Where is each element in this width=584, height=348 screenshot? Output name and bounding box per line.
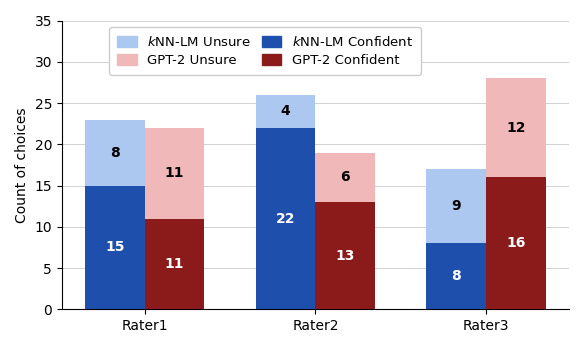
Text: 22: 22 <box>276 212 296 226</box>
Bar <box>145 219 204 309</box>
Text: 8: 8 <box>451 269 461 283</box>
Text: 6: 6 <box>340 170 350 184</box>
Text: 8: 8 <box>110 145 120 159</box>
Bar <box>486 177 546 309</box>
Bar <box>486 78 546 177</box>
Text: 15: 15 <box>105 240 124 254</box>
Bar <box>256 128 315 309</box>
Text: 11: 11 <box>165 257 185 271</box>
Bar <box>145 128 204 219</box>
Bar <box>256 95 315 128</box>
Text: 4: 4 <box>281 104 290 118</box>
Text: 16: 16 <box>506 236 526 250</box>
Bar <box>315 202 375 309</box>
Text: 12: 12 <box>506 121 526 135</box>
Bar <box>85 119 145 185</box>
Text: 11: 11 <box>165 166 185 180</box>
Bar <box>315 152 375 202</box>
Bar <box>426 243 486 309</box>
Text: 13: 13 <box>336 249 355 263</box>
Y-axis label: Count of choices: Count of choices <box>15 107 29 223</box>
Bar <box>426 169 486 243</box>
Legend: $k$NN-LM Unsure, GPT-2 Unsure, $k$NN-LM Confident, GPT-2 Confident: $k$NN-LM Unsure, GPT-2 Unsure, $k$NN-LM … <box>109 27 421 75</box>
Text: 9: 9 <box>451 199 461 213</box>
Bar <box>85 185 145 309</box>
